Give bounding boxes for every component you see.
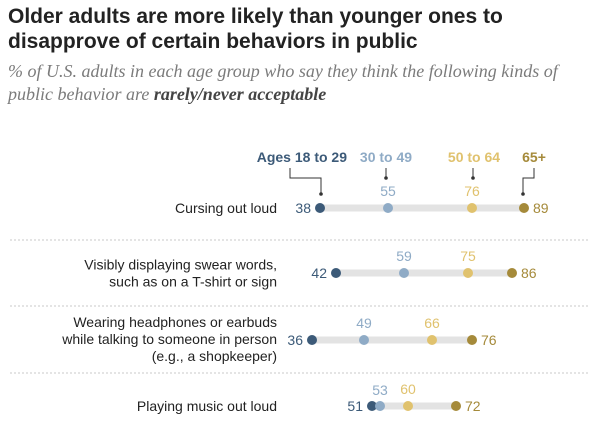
- value-label-row-2-series-3: 75: [460, 248, 476, 264]
- value-label-row-3-series-1: 36: [287, 332, 303, 348]
- dot-row-4-series-4: [451, 401, 461, 411]
- value-label-row-3-series-2: 49: [356, 315, 372, 331]
- dot-row-4-series-2: [375, 401, 385, 411]
- subtitle-text: % of U.S. adults in each age group who s…: [8, 61, 558, 104]
- value-label-row-1-series-3: 76: [464, 183, 480, 199]
- dot-row-3-series-2: [359, 335, 369, 345]
- legend-3: 50 to 64: [448, 149, 500, 165]
- legend-2: 30 to 49: [360, 149, 412, 165]
- value-label-row-3-series-3: 66: [424, 315, 440, 331]
- dot-row-2-series-2: [399, 268, 409, 278]
- legend-leader-end-1: [319, 192, 323, 196]
- dot-row-3-series-1: [307, 335, 317, 345]
- value-label-row-1-series-1: 38: [295, 200, 311, 216]
- legend-leader-end-3: [471, 176, 475, 180]
- dot-row-2-series-3: [463, 268, 473, 278]
- row-label-1-line-1: Cursing out loud: [175, 200, 277, 216]
- dot-row-1-series-1: [315, 203, 325, 213]
- row-label-2-line-1: Visibly displaying swear words,: [84, 257, 277, 273]
- dot-row-4-series-3: [403, 401, 413, 411]
- row-label-3-line-3: (e.g., a shopkeeper): [152, 348, 277, 364]
- dot-row-1-series-4: [519, 203, 529, 213]
- legend-leader-end-2: [384, 176, 388, 180]
- legend-leader-end-4: [521, 192, 525, 196]
- value-label-row-1-series-4: 89: [533, 200, 549, 216]
- dot-row-3-series-3: [427, 335, 437, 345]
- value-label-row-2-series-4: 86: [521, 265, 537, 281]
- dot-row-2-series-4: [507, 268, 517, 278]
- dot-row-4-series-1: [367, 401, 377, 411]
- value-label-row-2-series-2: 59: [396, 248, 412, 264]
- row-label-4-line-1: Playing music out loud: [137, 398, 277, 414]
- legend-leader-1: [289, 168, 322, 194]
- subtitle-emphasis: rarely/never acceptable: [153, 84, 327, 104]
- chart-title: Older adults are more likely than younge…: [8, 5, 503, 53]
- value-label-row-4-series-1: 51: [347, 398, 363, 414]
- value-label-row-2-series-1: 42: [311, 265, 327, 281]
- value-label-row-4-series-3: 60: [400, 381, 416, 397]
- value-label-row-1-series-2: 55: [380, 183, 396, 199]
- dot-row-2-series-1: [331, 268, 341, 278]
- chart-subtitle: % of U.S. adults in each age group who s…: [8, 60, 594, 106]
- row-label-3-line-1: Wearing headphones or earbuds: [73, 314, 277, 330]
- value-label-row-3-series-4: 76: [481, 332, 497, 348]
- legend-4: 65+: [522, 149, 546, 165]
- value-label-row-4-series-4: 72: [465, 398, 481, 414]
- row-label-2-line-2: such as on a T-shirt or sign: [109, 274, 277, 290]
- dot-row-3-series-4: [467, 335, 477, 345]
- legend-leader-4: [522, 168, 535, 194]
- row-label-3-line-2: while talking to someone in person: [61, 331, 277, 347]
- dot-row-1-series-2: [383, 203, 393, 213]
- legend-1: Ages 18 to 29: [257, 149, 347, 165]
- value-label-row-4-series-2: 53: [372, 382, 388, 398]
- dot-row-1-series-3: [467, 203, 477, 213]
